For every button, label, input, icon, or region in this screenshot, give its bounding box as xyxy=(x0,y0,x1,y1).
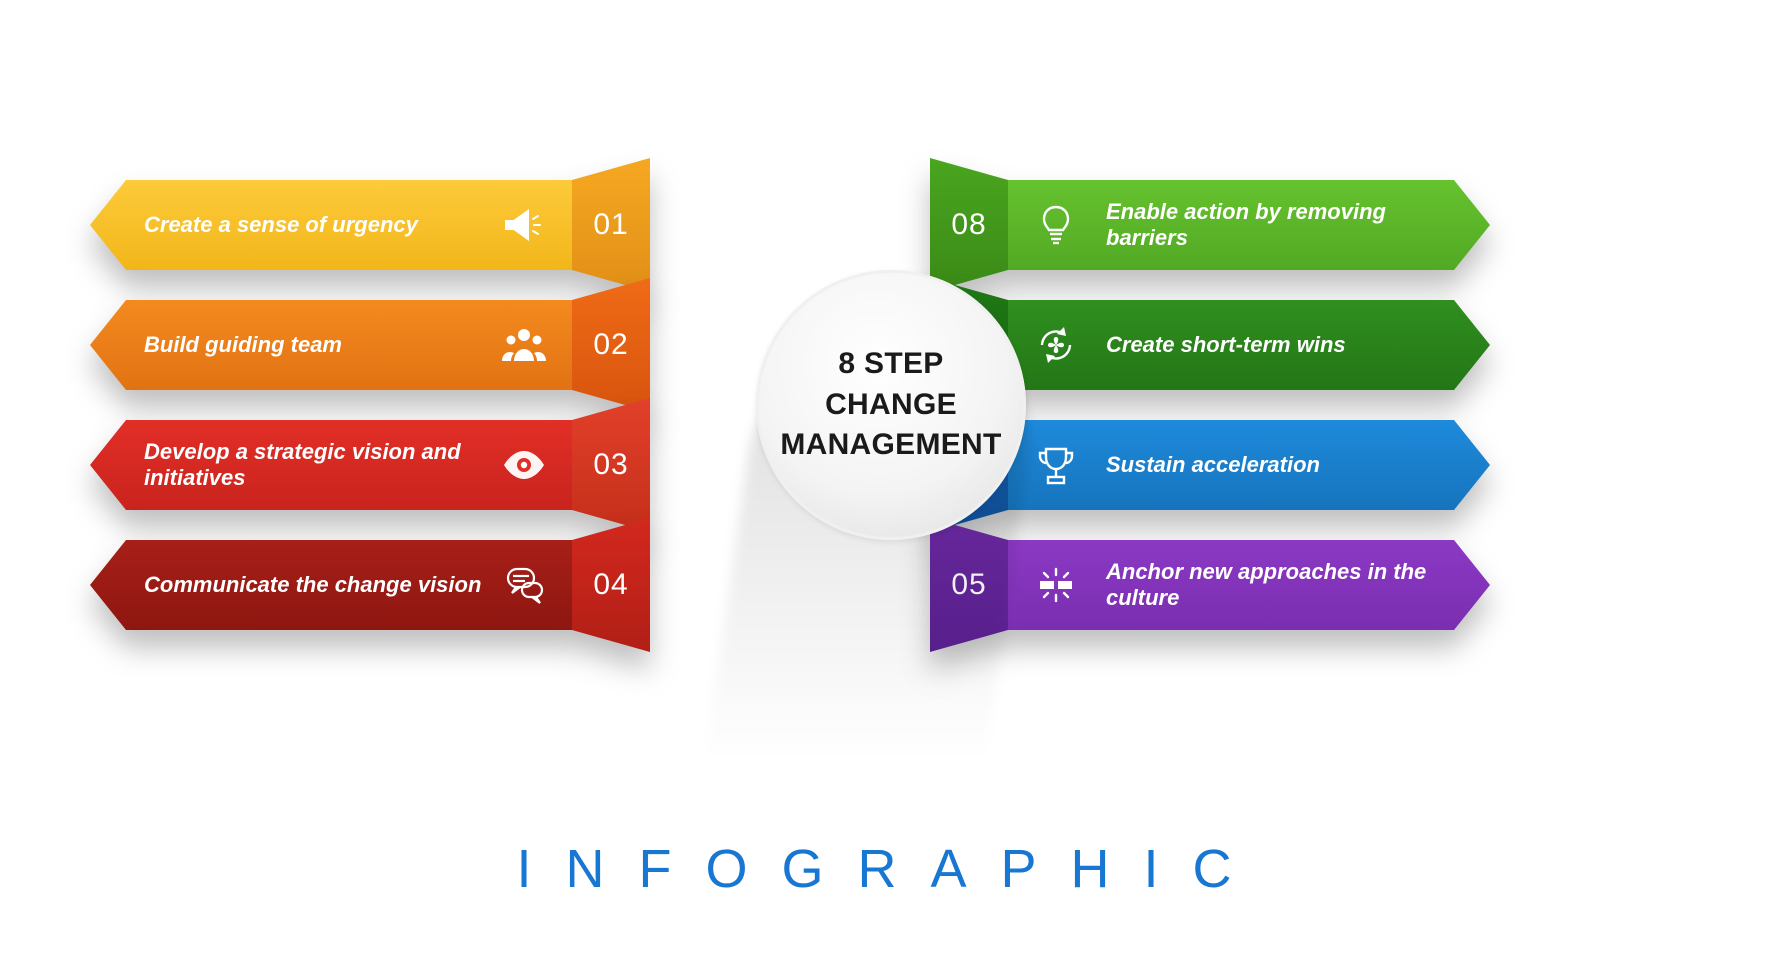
step-number: 01 xyxy=(593,208,628,242)
step-label: Develop a strategic vision and initiativ… xyxy=(144,439,488,491)
step-bar-08: 08 Enable action by removing barriers xyxy=(930,180,1490,270)
center-circle: 8 STEP CHANGE MANAGEMENT xyxy=(756,270,1026,540)
step-bar-01: Create a sense of urgency 01 xyxy=(90,180,650,270)
step-label: Build guiding team xyxy=(144,332,488,358)
cycle-icon xyxy=(1020,321,1092,369)
step-label: Sustain acceleration xyxy=(1092,452,1436,478)
chat-icon xyxy=(488,561,560,609)
megaphone-icon xyxy=(488,201,560,249)
trophy-icon xyxy=(1020,441,1092,489)
step-number: 02 xyxy=(593,328,628,362)
spark-icon xyxy=(1020,561,1092,609)
footer-label: INFOGRAPHIC xyxy=(0,838,1782,900)
step-number: 05 xyxy=(951,568,986,602)
step-number: 04 xyxy=(593,568,628,602)
step-number: 08 xyxy=(951,208,986,242)
step-label: Create a sense of urgency xyxy=(144,212,488,238)
step-label: Enable action by removing barriers xyxy=(1092,199,1436,251)
step-label: Anchor new approaches in the culture xyxy=(1092,559,1436,611)
step-number: 03 xyxy=(593,448,628,482)
eye-icon xyxy=(488,441,560,489)
team-icon xyxy=(488,321,560,369)
infographic-canvas: Create a sense of urgency 01 Build guidi… xyxy=(0,0,1782,980)
step-label: Create short-term wins xyxy=(1092,332,1436,358)
step-bar-02: Build guiding team 02 xyxy=(90,300,650,390)
center-title: 8 STEP CHANGE MANAGEMENT xyxy=(780,344,1001,466)
bulb-icon xyxy=(1020,201,1092,249)
left-column: Create a sense of urgency 01 Build guidi… xyxy=(90,180,650,630)
step-bar-05: 05 Anchor new approaches in the culture xyxy=(930,540,1490,630)
step-label: Communicate the change vision xyxy=(144,572,488,598)
step-bar-03: Develop a strategic vision and initiativ… xyxy=(90,420,650,510)
step-bar-04: Communicate the change vision 04 xyxy=(90,540,650,630)
